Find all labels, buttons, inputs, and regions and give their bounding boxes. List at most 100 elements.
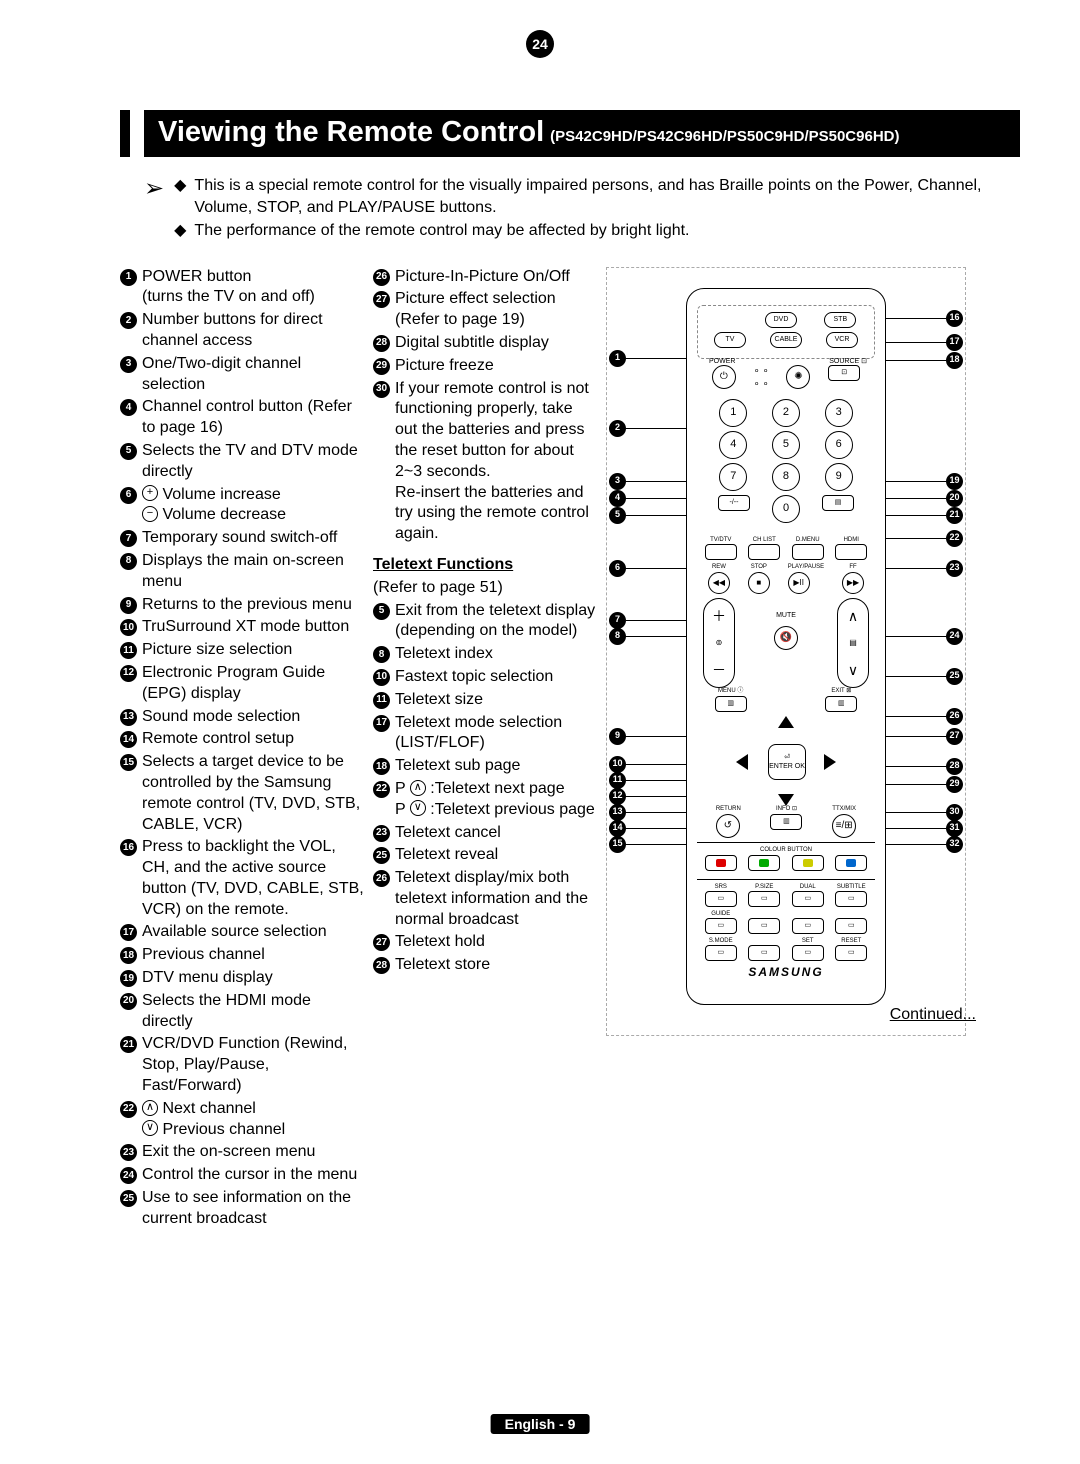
number-button: 5 [772, 431, 800, 459]
callout-number: 7 [609, 612, 626, 629]
item-number: 29 [373, 358, 395, 376]
color-section: COLOUR BUTTON [697, 842, 875, 880]
feature-item: 26Picture-In-Picture On/Off [373, 267, 598, 288]
feature-item: 1POWER button(turns the TV on and off) [120, 267, 365, 309]
feature-item: 23Teletext cancel [373, 823, 598, 844]
callout-number: 18 [946, 352, 963, 369]
info-button: ▥ [770, 814, 802, 830]
bottom-row: GUIDE▭▭▭▭ [697, 911, 875, 934]
callout-number: 27 [946, 728, 963, 745]
color-button [705, 855, 737, 871]
color-button [835, 855, 867, 871]
title-fill: Viewing the Remote Control (PS42C9HD/PS4… [144, 110, 1020, 157]
feature-item: 26Teletext display/mix both teletext inf… [373, 868, 598, 930]
brand-label: SAMSUNG [697, 965, 875, 981]
color-button [748, 855, 780, 871]
item-text: P ∧ :Teletext next pageP ∨ :Teletext pre… [395, 779, 598, 821]
item-text: POWER button(turns the TV on and off) [142, 267, 365, 309]
column-1: 1POWER button(turns the TV on and off)2N… [120, 267, 365, 1232]
item-text: Selects the TV and DTV mode directly [142, 441, 365, 483]
number-button: 0 [772, 495, 800, 523]
feature-item: 12Electronic Program Guide (EPG) display [120, 663, 365, 705]
feature-item: 25Use to see information on the current … [120, 1188, 365, 1230]
item-number: 12 [120, 665, 142, 683]
number-button: 6 [825, 431, 853, 459]
bottom-button: ▭ [748, 945, 780, 961]
item-number: 5 [373, 603, 395, 621]
source-button: ⊡ [828, 365, 860, 381]
callout-number: 6 [609, 560, 626, 577]
feature-item: 8Teletext index [373, 644, 598, 665]
teletext-heading: Teletext Functions [373, 555, 598, 576]
intro-bullet: ◆This is a special remote control for th… [174, 175, 1020, 218]
bottom-row: SRS▭P.SIZE▭DUAL▭SUBTITLE▭ [697, 884, 875, 907]
callout-leader [626, 620, 686, 621]
callout-leader [626, 568, 686, 569]
item-text: Use to see information on the current br… [142, 1188, 365, 1230]
item-number: 7 [120, 530, 142, 548]
feature-item: 18Teletext sub page [373, 756, 598, 777]
item-number: 30 [373, 381, 395, 399]
item-number: 28 [373, 335, 395, 353]
prech-button: ▤ [822, 495, 854, 511]
transport-button: ▶▶ [842, 572, 864, 594]
callout-leader [886, 716, 946, 717]
callout-leader [886, 736, 946, 737]
title-bar [120, 110, 130, 157]
feature-item: 17Teletext mode selection (LIST/FLOF) [373, 713, 598, 755]
callout-leader [886, 515, 946, 516]
feature-item: 5Exit from the teletext display (dependi… [373, 601, 598, 643]
item-text: Teletext index [395, 644, 598, 665]
exit-button: ▥ [825, 696, 857, 712]
bottom-button: ▭ [835, 891, 867, 907]
item-number: 25 [373, 847, 395, 865]
transport-button: ■ [748, 572, 770, 594]
item-number: 14 [120, 731, 142, 749]
diamond-icon: ◆ [174, 175, 186, 218]
callout-leader [886, 784, 946, 785]
item-number: 6 [120, 487, 142, 505]
feature-item: 8Displays the main on-screen menu [120, 551, 365, 593]
column-3-remote: DVDSTBTVCABLEVCRPOWER⏻∘ ∘∘ ∘✺SOURCE ⊡⊡12… [606, 267, 976, 1037]
item-text: Number buttons for direct channel access [142, 310, 365, 352]
item-text: ∧ Next channel∨ Previous channel [142, 1099, 365, 1141]
callout-number: 29 [946, 776, 963, 793]
feature-item: 21VCR/DVD Function (Rewind, Stop, Play/P… [120, 1034, 365, 1096]
callout-leader [886, 538, 946, 539]
feature-item: 30If your remote control is not function… [373, 379, 598, 545]
feature-item: 23Exit the on-screen menu [120, 1142, 365, 1163]
callout-number: 8 [609, 628, 626, 645]
callout-leader [886, 360, 946, 361]
feature-item: 11Picture size selection [120, 640, 365, 661]
intro-arrow-icon: ➢ [144, 175, 164, 245]
item-number: 22 [120, 1101, 142, 1119]
feature-item: 29Picture freeze [373, 356, 598, 377]
item-text: VCR/DVD Function (Rewind, Stop, Play/Pau… [142, 1034, 365, 1096]
item-number: 18 [120, 947, 142, 965]
callout-number: 17 [946, 334, 963, 351]
item-text: Teletext hold [395, 932, 598, 953]
feature-item: 2Number buttons for direct channel acces… [120, 310, 365, 352]
item-number: 8 [120, 553, 142, 571]
callout-number: 10 [609, 756, 626, 773]
callout-number: 15 [609, 836, 626, 853]
item-number: 21 [120, 1036, 142, 1054]
menu-button: ▥ [715, 696, 747, 712]
feature-item: 20Selects the HDMI mode directly [120, 991, 365, 1033]
item-text: Available source selection [142, 922, 365, 943]
feature-item: 7Temporary sound switch-off [120, 528, 365, 549]
manual-page: 24 Viewing the Remote Control (PS42C9HD/… [0, 0, 1080, 1464]
bottom-button: ▭ [705, 891, 737, 907]
return-row: RETURN↺INFO ⊡▥TTX/MIX≡/⊞ [697, 806, 875, 838]
intro-bullet-text: The performance of the remote control ma… [194, 220, 689, 242]
callout-number: 2 [609, 420, 626, 437]
item-number: 27 [373, 934, 395, 952]
device-button: DVD [765, 312, 797, 328]
menu-exit-row: MENU ⓘ▥EXIT ⊠▥ [697, 688, 875, 712]
item-number: 15 [120, 754, 142, 772]
item-number: 1 [120, 269, 142, 287]
item-number: 20 [120, 993, 142, 1011]
footer-badge: English - 9 [491, 1414, 590, 1434]
number-button: 9 [825, 463, 853, 491]
enter-button: ⏎ENTER OK [768, 744, 806, 780]
